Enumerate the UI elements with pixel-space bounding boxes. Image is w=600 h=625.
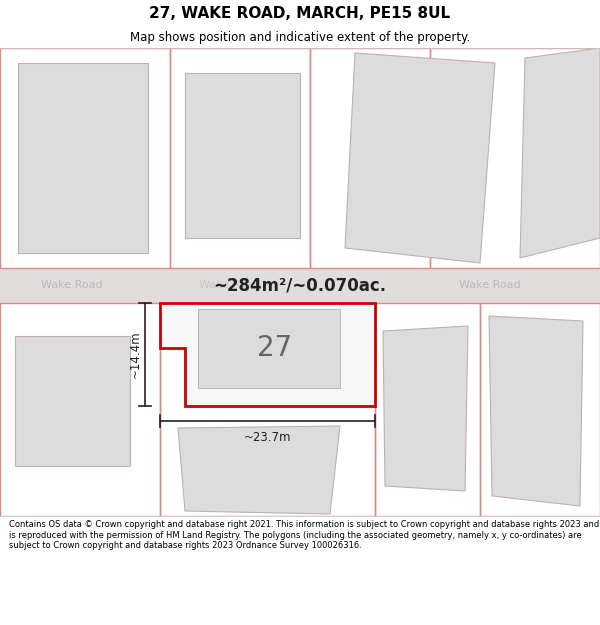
Polygon shape bbox=[520, 48, 600, 258]
Polygon shape bbox=[383, 326, 468, 491]
Polygon shape bbox=[18, 63, 148, 253]
Text: ~14.4m: ~14.4m bbox=[128, 331, 142, 378]
Polygon shape bbox=[15, 336, 130, 466]
Polygon shape bbox=[345, 53, 495, 263]
Text: ~284m²/~0.070ac.: ~284m²/~0.070ac. bbox=[214, 276, 386, 294]
Text: Wake Road: Wake Road bbox=[199, 281, 261, 291]
Text: Wake Road: Wake Road bbox=[459, 281, 521, 291]
Text: ~23.7m: ~23.7m bbox=[244, 431, 291, 444]
Text: Map shows position and indicative extent of the property.: Map shows position and indicative extent… bbox=[130, 31, 470, 44]
Text: Wake Road: Wake Road bbox=[41, 281, 103, 291]
Text: 27: 27 bbox=[257, 334, 293, 362]
Text: 27, WAKE ROAD, MARCH, PE15 8UL: 27, WAKE ROAD, MARCH, PE15 8UL bbox=[149, 6, 451, 21]
Polygon shape bbox=[0, 268, 600, 303]
Polygon shape bbox=[185, 73, 300, 238]
Polygon shape bbox=[178, 426, 340, 514]
Text: Contains OS data © Crown copyright and database right 2021. This information is : Contains OS data © Crown copyright and d… bbox=[9, 521, 599, 550]
Polygon shape bbox=[160, 303, 375, 406]
Polygon shape bbox=[198, 309, 340, 388]
Polygon shape bbox=[489, 316, 583, 506]
